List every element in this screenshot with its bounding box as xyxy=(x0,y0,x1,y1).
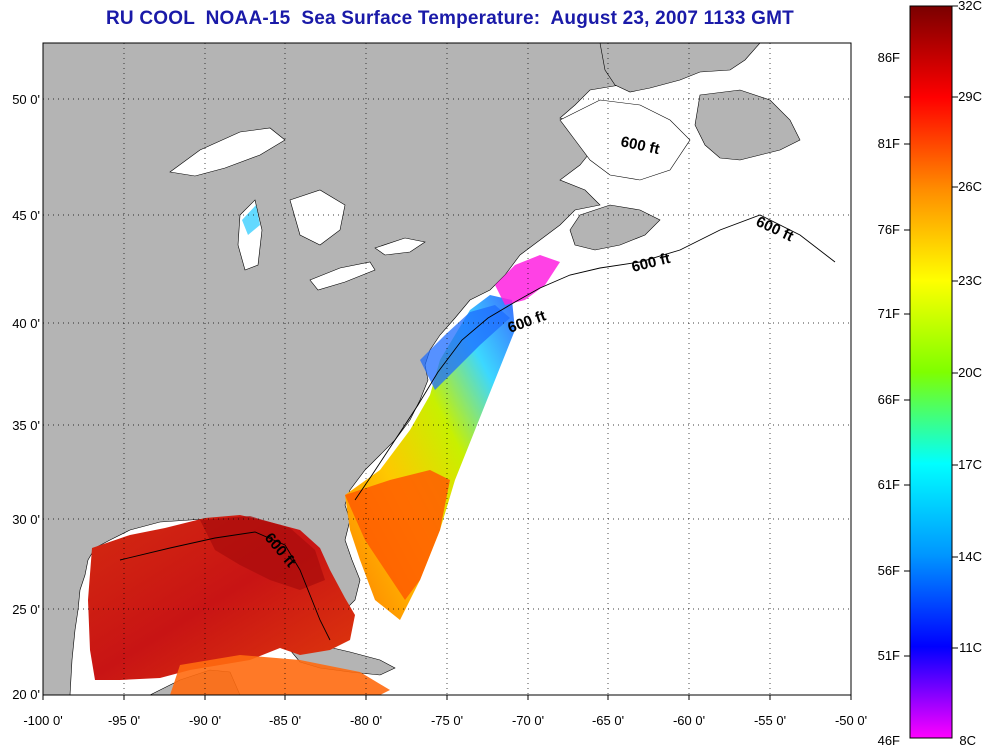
lat-tick-label: 45 0' xyxy=(12,208,40,223)
isobath-line-gulf xyxy=(119,531,331,641)
nova-scotia-land xyxy=(569,204,661,251)
gulf-st-lawrence xyxy=(559,99,691,181)
lon-tick-label: -95 0' xyxy=(108,713,140,728)
lon-tick-label: -75 0' xyxy=(431,713,463,728)
lon-tick-label: -60 0' xyxy=(673,713,705,728)
lat-tick-label: 40 0' xyxy=(12,316,40,331)
lon-tick-label: -85 0' xyxy=(269,713,301,728)
lake-ontario xyxy=(374,237,426,256)
caribbean-sst xyxy=(170,655,390,695)
lon-tick-label: -70 0' xyxy=(512,713,544,728)
lon-tick-label: -90 0' xyxy=(189,713,221,728)
lake-michigan-sst xyxy=(242,205,260,235)
lon-tick-label: -55 0' xyxy=(754,713,786,728)
gulf-of-maine-cold xyxy=(495,255,560,305)
newfoundland-land xyxy=(694,89,801,161)
labrador-land xyxy=(599,43,761,93)
lat-tick-label: 30 0' xyxy=(12,512,40,527)
lon-tick-label: -50 0' xyxy=(835,713,867,728)
lat-tick-label: 20 0' xyxy=(12,687,40,702)
lon-tick-label: -65 0' xyxy=(592,713,624,728)
lake-erie xyxy=(309,261,376,291)
lat-tick-label: 25 0' xyxy=(12,602,40,617)
lon-tick-label: -80 0' xyxy=(350,713,382,728)
graticule xyxy=(43,43,851,695)
isobath-line xyxy=(354,214,836,501)
gulf-warm-core xyxy=(200,516,325,590)
lake-huron xyxy=(289,189,346,246)
lon-tick-label: -100 0' xyxy=(23,713,62,728)
lat-tick-label: 50 0' xyxy=(12,92,40,107)
gulf-stream-warm xyxy=(345,470,450,600)
frame-ticks xyxy=(42,695,852,700)
lat-tick-label: 35 0' xyxy=(12,418,40,433)
map-title: RU COOL NOAA-15 Sea Surface Temperature:… xyxy=(106,8,794,29)
north-america-land xyxy=(43,43,741,695)
shelf-cold-water xyxy=(420,305,510,390)
